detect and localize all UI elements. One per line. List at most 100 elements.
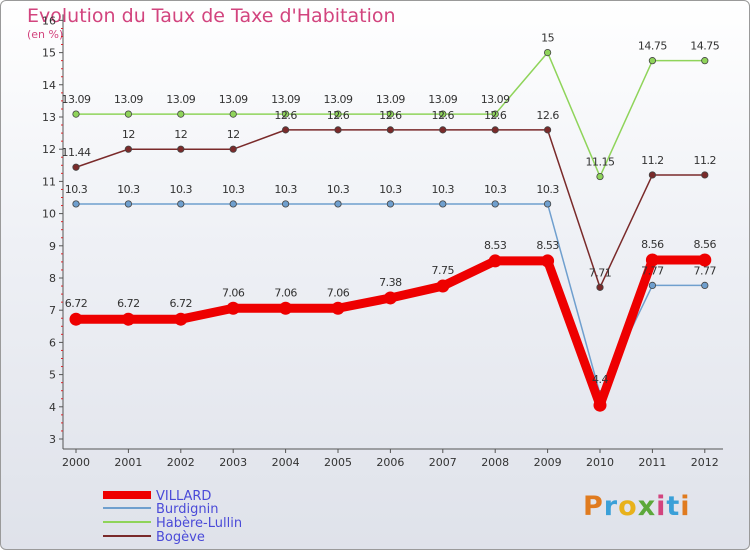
proxiti-logo: Proxiti	[583, 491, 691, 522]
data-point	[72, 163, 80, 171]
data-label: 7.75	[432, 264, 455, 277]
data-label: 10.3	[117, 183, 140, 196]
data-label: 7.38	[379, 276, 402, 289]
data-label: 4.4	[592, 373, 608, 386]
x-tick-label: 2012	[691, 456, 719, 469]
data-point	[229, 145, 237, 153]
x-tick-label: 2002	[167, 456, 195, 469]
data-label: 12	[174, 128, 187, 141]
data-point	[124, 145, 133, 153]
data-label: 10.3	[65, 183, 88, 196]
data-point	[645, 253, 659, 267]
data-label: 13.09	[219, 93, 248, 106]
data-label: 10.3	[432, 183, 455, 196]
data-label: 8.53	[536, 239, 559, 252]
data-label: 11.2	[641, 154, 664, 167]
data-label: 10.3	[484, 183, 507, 196]
data-point	[124, 200, 133, 208]
y-tick-label: 13	[42, 111, 56, 124]
data-point	[229, 110, 237, 118]
data-label: 10.3	[327, 183, 350, 196]
data-label: 6.72	[65, 297, 88, 310]
data-point	[491, 110, 499, 118]
data-point	[439, 200, 447, 208]
y-tick-label: 3	[49, 433, 56, 446]
y-tick-label: 11	[42, 175, 56, 188]
data-point	[593, 398, 607, 412]
data-label: 6.72	[117, 297, 140, 310]
data-point	[596, 172, 604, 181]
data-label: 13.09	[62, 93, 91, 106]
x-tick-label: 2000	[62, 456, 90, 469]
data-label: 13.09	[376, 93, 405, 106]
data-label: 13.09	[324, 93, 353, 106]
data-point	[491, 200, 499, 208]
data-point	[439, 126, 447, 134]
data-point	[543, 48, 552, 57]
data-point	[174, 312, 188, 326]
data-point	[121, 312, 135, 326]
legend-label: Bogève	[156, 530, 205, 545]
data-point	[491, 126, 499, 134]
data-point	[72, 200, 80, 208]
data-point	[386, 110, 394, 118]
x-tick-label: 2005	[324, 456, 352, 469]
data-point	[226, 301, 240, 315]
data-point	[648, 57, 657, 65]
data-point	[541, 254, 555, 268]
y-tick-label: 15	[42, 47, 56, 60]
y-tick-label: 14	[42, 79, 56, 92]
legend-label: Burdignin	[156, 502, 218, 517]
chart-title: Evolution du Taux de Taxe d'Habitation	[27, 5, 396, 27]
data-point	[648, 281, 657, 290]
data-point	[543, 126, 552, 134]
x-tick-label: 2001	[114, 456, 142, 469]
data-point	[177, 110, 185, 118]
data-label: 12.6	[484, 109, 507, 122]
legend-label: Habère-Lullin	[156, 516, 242, 531]
data-point	[701, 57, 709, 65]
y-tick-label: 7	[49, 304, 56, 317]
data-point	[436, 279, 450, 293]
data-point	[177, 145, 185, 153]
logo-letter: r	[603, 491, 619, 522]
data-label: 7.06	[274, 286, 297, 299]
x-tick-label: 2004	[272, 456, 300, 469]
data-point	[281, 110, 290, 118]
x-tick-label: 2006	[376, 456, 404, 469]
data-label: 12.6	[432, 109, 455, 122]
data-label: 10.3	[274, 183, 297, 196]
data-label: 8.53	[484, 239, 507, 252]
data-label: 10.3	[536, 183, 559, 196]
data-point	[334, 126, 342, 134]
logo-letter: i	[656, 491, 667, 522]
logo-letter: i	[680, 491, 691, 522]
y-tick-label: 16	[42, 14, 56, 27]
data-label: 13.09	[428, 93, 457, 106]
y-tick-label: 4	[49, 401, 56, 414]
data-label: 7.77	[694, 264, 717, 277]
data-label: 11.15	[586, 156, 615, 169]
data-point	[177, 200, 185, 208]
y-tick-label: 6	[49, 336, 56, 349]
data-point	[698, 253, 712, 267]
x-tick-label: 2007	[429, 456, 457, 469]
data-label: 10.3	[222, 183, 245, 196]
x-tick-label: 2011	[638, 456, 666, 469]
data-label: 12	[227, 128, 240, 141]
data-point	[334, 110, 342, 118]
data-label: 13.09	[481, 93, 510, 106]
data-label: 11.2	[694, 154, 717, 167]
y-tick-label: 10	[42, 208, 56, 221]
data-point	[69, 312, 83, 326]
data-point	[334, 200, 342, 208]
y-tick-label: 12	[42, 143, 56, 156]
data-point	[488, 254, 502, 268]
x-tick-label: 2003	[219, 456, 247, 469]
data-label: 12.6	[274, 109, 297, 122]
data-point	[279, 301, 293, 315]
chart-subtitle: (en %)	[27, 28, 64, 41]
data-label: 7.71	[589, 266, 612, 279]
